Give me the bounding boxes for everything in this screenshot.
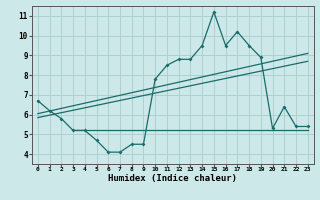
X-axis label: Humidex (Indice chaleur): Humidex (Indice chaleur) (108, 174, 237, 183)
